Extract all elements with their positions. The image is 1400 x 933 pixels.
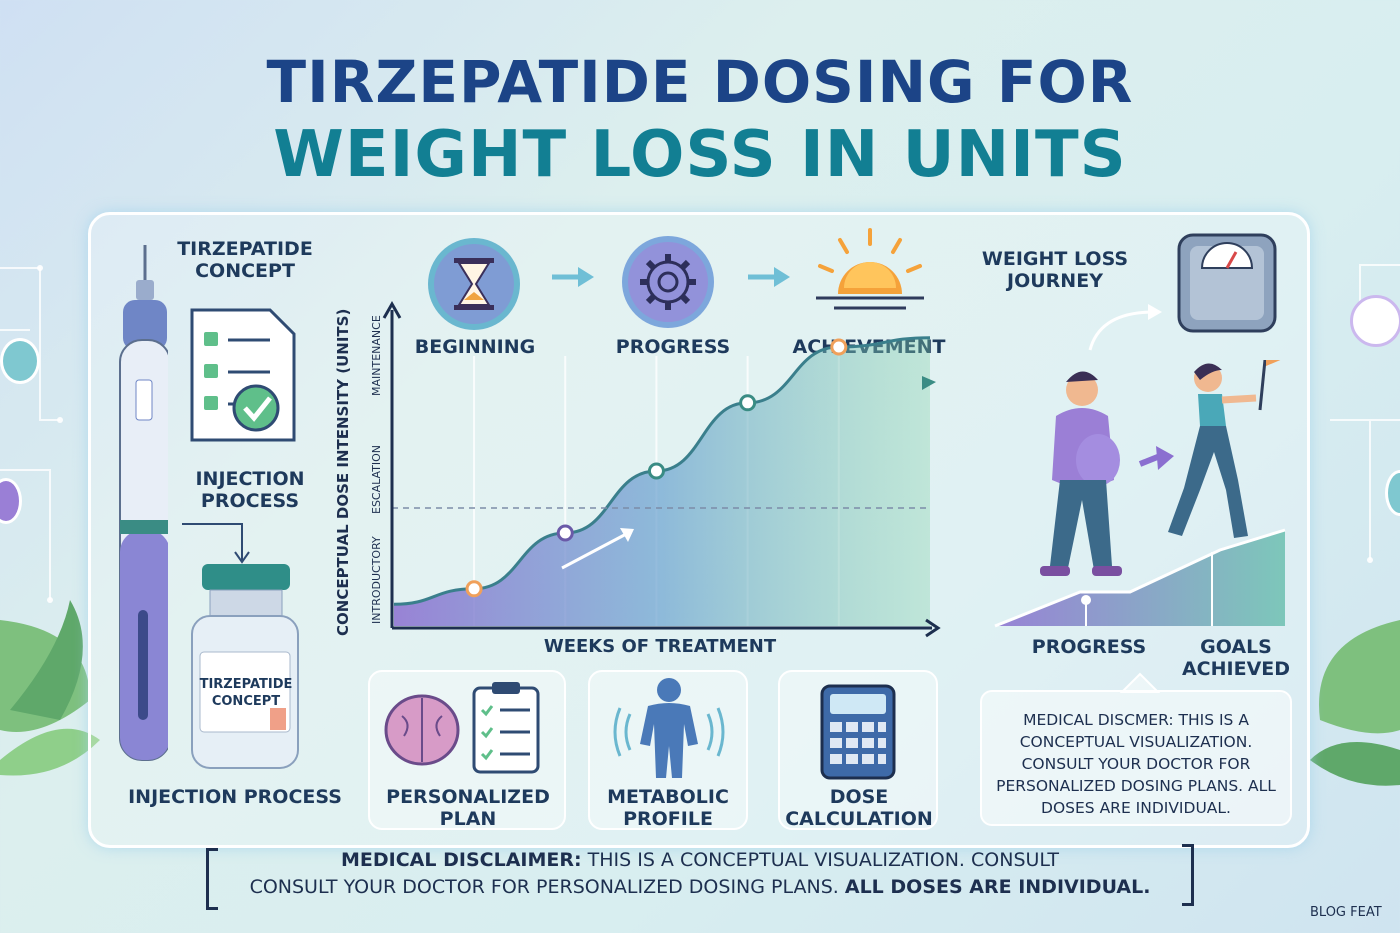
journey-progress-label: PROGRESS [1031,636,1147,658]
human-body-icon [613,678,725,778]
data-point-3 [647,462,665,480]
dose-chart: INTRODUCTORY ESCALATION MAINTENANCE CONC… [334,300,941,638]
curved-arrow-icon [1088,304,1162,351]
data-point-4 [739,394,757,412]
dose-area [394,337,930,626]
medical-disclaimer-box: MEDICAL DISCMER: THIS IS A CONCEPTUAL VI… [980,690,1292,826]
scale-icon [1177,233,1277,333]
leaf-left-icon [0,600,100,776]
bracket-left [206,848,218,910]
journey-title: WEIGHT LOSS JOURNEY [981,248,1129,292]
hourglass-icon [428,238,520,330]
circle-icon [0,478,22,524]
corner-text: BLOG FEAT [1310,905,1382,920]
calculator-icon [820,684,896,780]
data-point-1 [465,580,483,598]
arrow-right-icon-2 [748,267,790,287]
page-title-line1: TIRZEPATIDE DOSING FOR [266,48,1134,116]
data-point-2 [556,524,574,542]
bottom-disclaimer: MEDICAL DISCLAIMER: THIS IS A CONCEPTUAL… [249,849,1151,898]
leaf-right-icon [1310,620,1400,786]
trend-arrow [561,530,631,570]
brain-checklist-icon [384,682,540,774]
y-axis-label: CONCEPTUAL DOSE INTENSITY (UNITS) [334,309,352,636]
vial-label: TIRZEPATIDE CONCEPT [199,677,293,709]
arrow-right-icon [552,267,594,287]
callout-pointer [1120,672,1160,693]
y-band-label-maintenance: MAINTENANCE [370,315,383,396]
flask-icon [0,338,40,384]
injection-process-caption: INJECTION PROCESS [128,786,342,808]
page-title-line2: WEIGHT LOSS IN UNITS [273,118,1127,192]
stage-label-progress: PROGRESS [615,336,731,358]
sunrise-icon [816,228,924,310]
vial-icon [191,564,299,769]
card-label-metabolic: METABOLIC PROFILE [607,786,729,830]
card-label-personalized: PERSONALIZED PLAN [386,786,550,830]
stage-label-beginning: BEGINNING [414,336,536,358]
weight-loss-figures [994,360,1286,628]
data-point-5 [830,338,848,356]
injection-process-label: INJECTION PROCESS [195,468,305,512]
checklist-icon [190,308,296,442]
injection-pen-icon [119,245,168,761]
bracket-right [1182,844,1194,906]
arrow-down-icon [182,523,250,564]
x-axis-label: WEEKS OF TREATMENT [543,636,777,657]
y-band-label-escalation: ESCALATION [370,445,383,514]
chart-icon [1350,295,1400,347]
y-band-label-introductory: INTRODUCTORY [370,536,383,624]
journey-goals-label: GOALS ACHIEVED [1181,636,1291,680]
gear-icon [622,236,714,328]
tirzepatide-concept-label: TIRZEPATIDE CONCEPT [177,238,313,282]
card-label-dose: DOSE CALCULATION [785,786,933,830]
line-arrowhead [922,376,936,390]
